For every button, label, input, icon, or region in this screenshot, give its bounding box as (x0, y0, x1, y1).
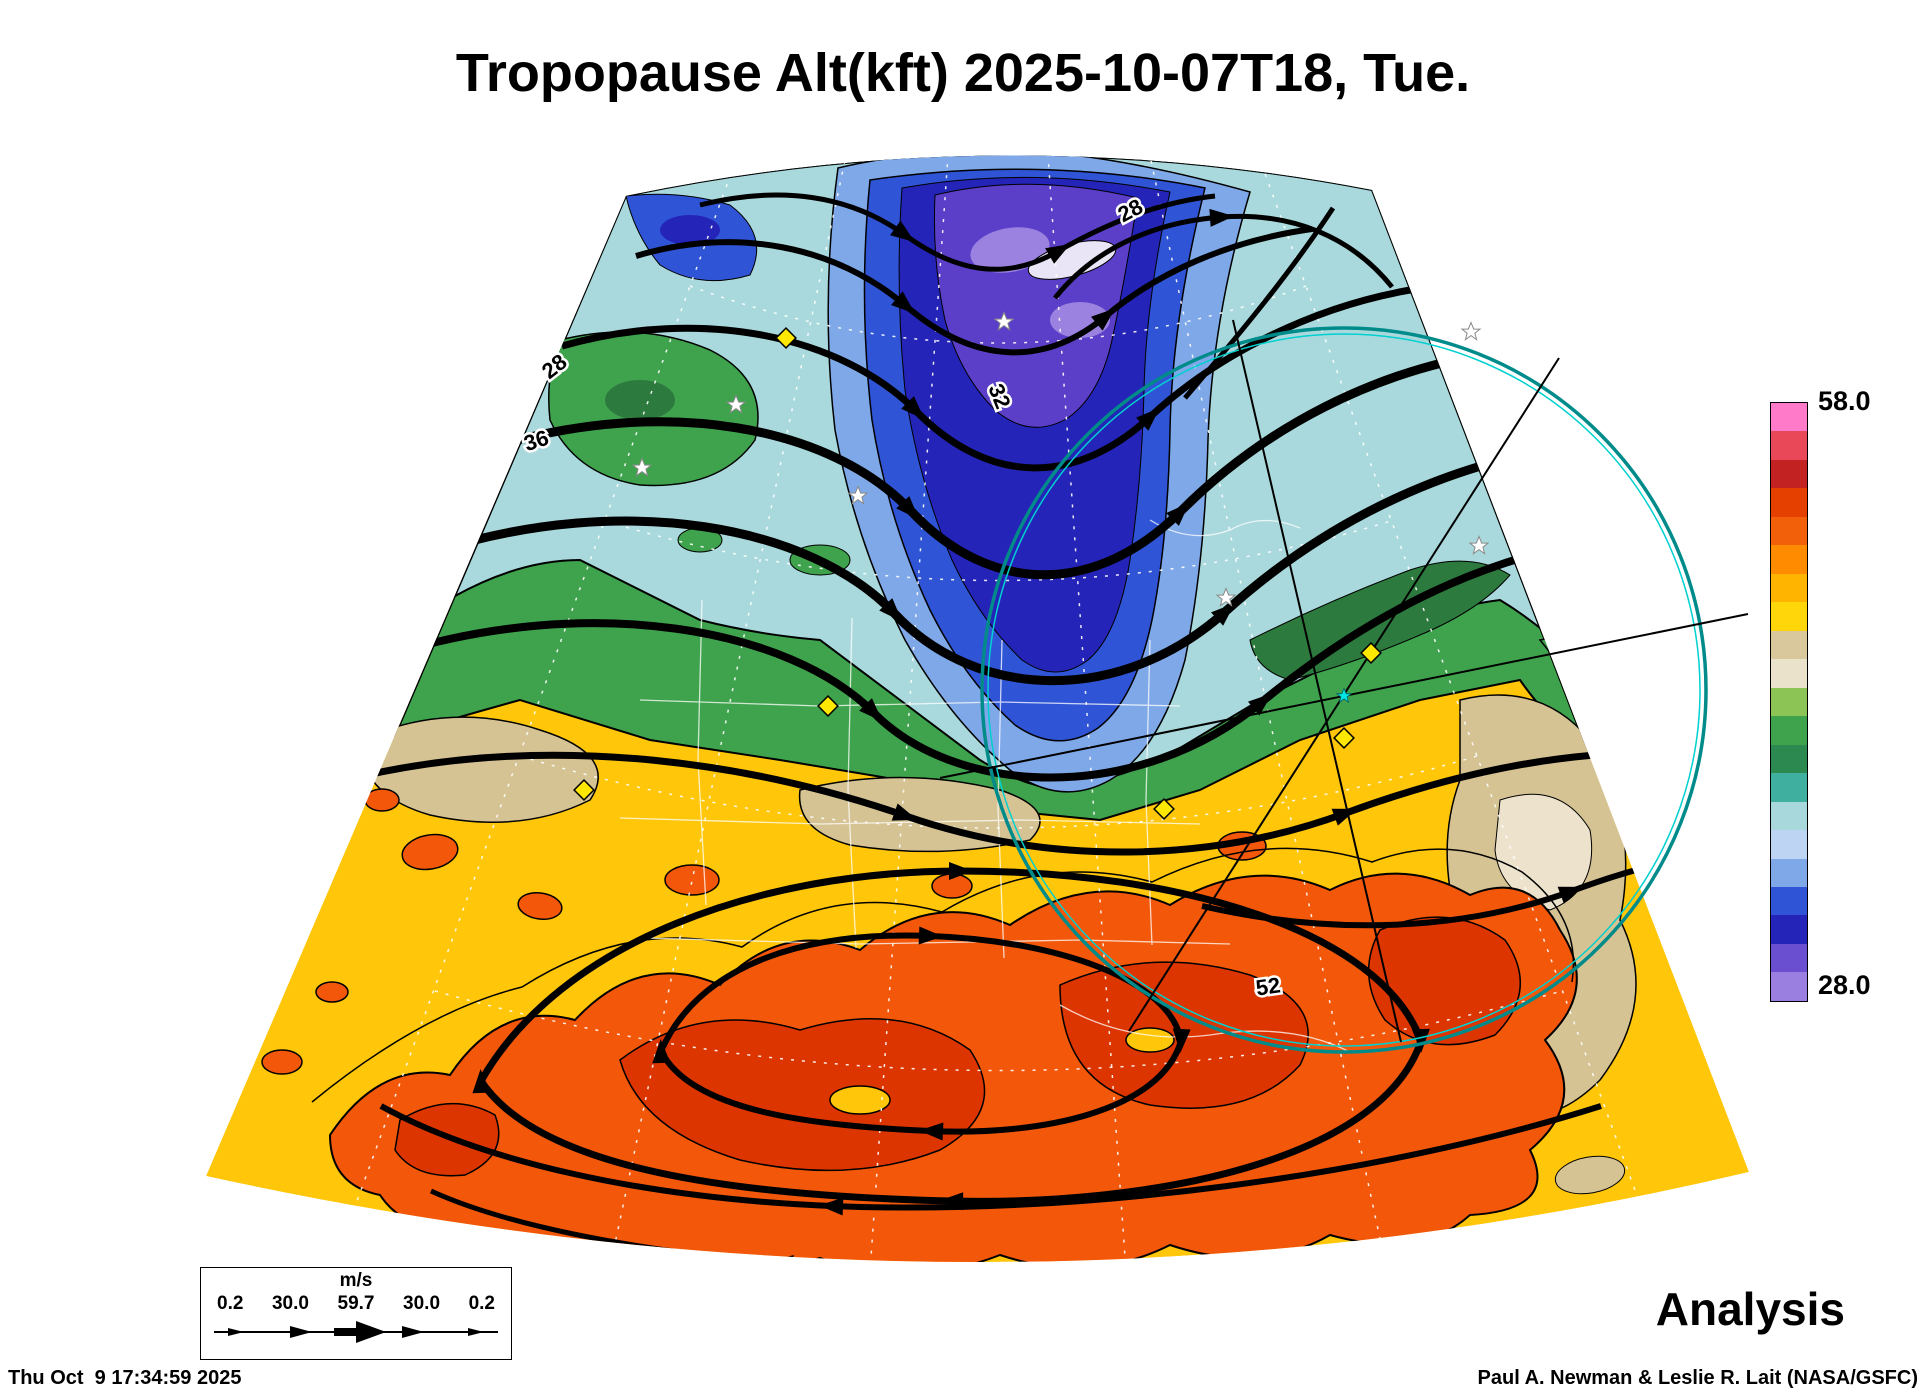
colorbar-band (1771, 915, 1807, 944)
city-star-marker (1215, 587, 1237, 607)
colorbar-band (1771, 516, 1807, 546)
colorbar-band (1771, 716, 1807, 745)
colorbar-band (1771, 858, 1807, 887)
wind-streamlines (361, 192, 1749, 1263)
station-diamond-marker (1153, 798, 1175, 820)
station-diamond-marker (573, 779, 595, 801)
contour-label: 52 (1254, 972, 1282, 1000)
wind-scale-values: 0.2 30.0 59.7 30.0 0.2 (201, 1293, 511, 1315)
colorbar-band (1771, 459, 1807, 489)
station-diamond-marker (1333, 727, 1355, 749)
colorbar-band (1771, 431, 1807, 460)
city-star-marker (725, 394, 747, 414)
colorbar-band (1771, 972, 1807, 1001)
colorbar-band (1771, 403, 1807, 432)
diamond-markers (573, 327, 1382, 820)
wind-scale-value: 30.0 (403, 1293, 441, 1314)
colorbar-band (1771, 659, 1807, 688)
colorbar-gradient (1771, 403, 1807, 1001)
credit-text: Paul A. Newman & Leslie R. Lait (NASA/GS… (1477, 1367, 1918, 1389)
wind-scale-value: 30.0 (271, 1293, 309, 1314)
wind-units-label: m/s (339, 1270, 373, 1291)
wind-scale-arrows (214, 1321, 498, 1343)
colorbar-band (1771, 602, 1807, 631)
wind-scale-value: 0.2 (217, 1293, 244, 1314)
page-title: Tropopause Alt(kft) 2025-10-07T18, Tue. (455, 43, 1471, 103)
colorbar-band (1771, 886, 1807, 916)
colorbar-band (1771, 687, 1807, 717)
city-star-marker (847, 485, 869, 505)
map-fill-regions (206, 155, 1749, 1263)
analysis-label: Analysis (1655, 1283, 1845, 1335)
star-markers (631, 311, 1490, 704)
colorbar-band (1771, 744, 1807, 774)
colorbar-band (1771, 773, 1807, 802)
colorbar-band (1771, 801, 1807, 831)
colorbar-min-label: 28.0 (1818, 970, 1871, 1000)
wind-scale-legend: m/s 0.2 30.0 59.7 30.0 0.2 (200, 1267, 512, 1360)
city-star-marker (1460, 321, 1482, 341)
ring-center-marker (1335, 687, 1353, 704)
colorbar-band (1771, 573, 1807, 603)
colorbar-band (1771, 830, 1807, 859)
colorbar-band (1771, 545, 1807, 574)
colorbar-band (1771, 488, 1807, 517)
city-star-marker (1468, 535, 1490, 555)
creation-timestamp: Thu Oct 9 17:34:59 2025 (8, 1367, 242, 1389)
colorbar-band (1771, 630, 1807, 660)
wind-scale-value: 59.7 (337, 1293, 375, 1314)
station-diamond-marker (775, 327, 797, 349)
colorbar (1770, 402, 1808, 1002)
range-ring (980, 326, 1708, 1054)
colorbar-band (1771, 943, 1807, 973)
wind-scale-value: 0.2 (468, 1293, 495, 1314)
city-star-marker (631, 457, 653, 477)
station-diamond-marker (1360, 642, 1382, 664)
city-star-marker (993, 311, 1015, 331)
colorbar-max-label: 58.0 (1818, 386, 1871, 416)
station-diamond-marker (817, 695, 839, 717)
